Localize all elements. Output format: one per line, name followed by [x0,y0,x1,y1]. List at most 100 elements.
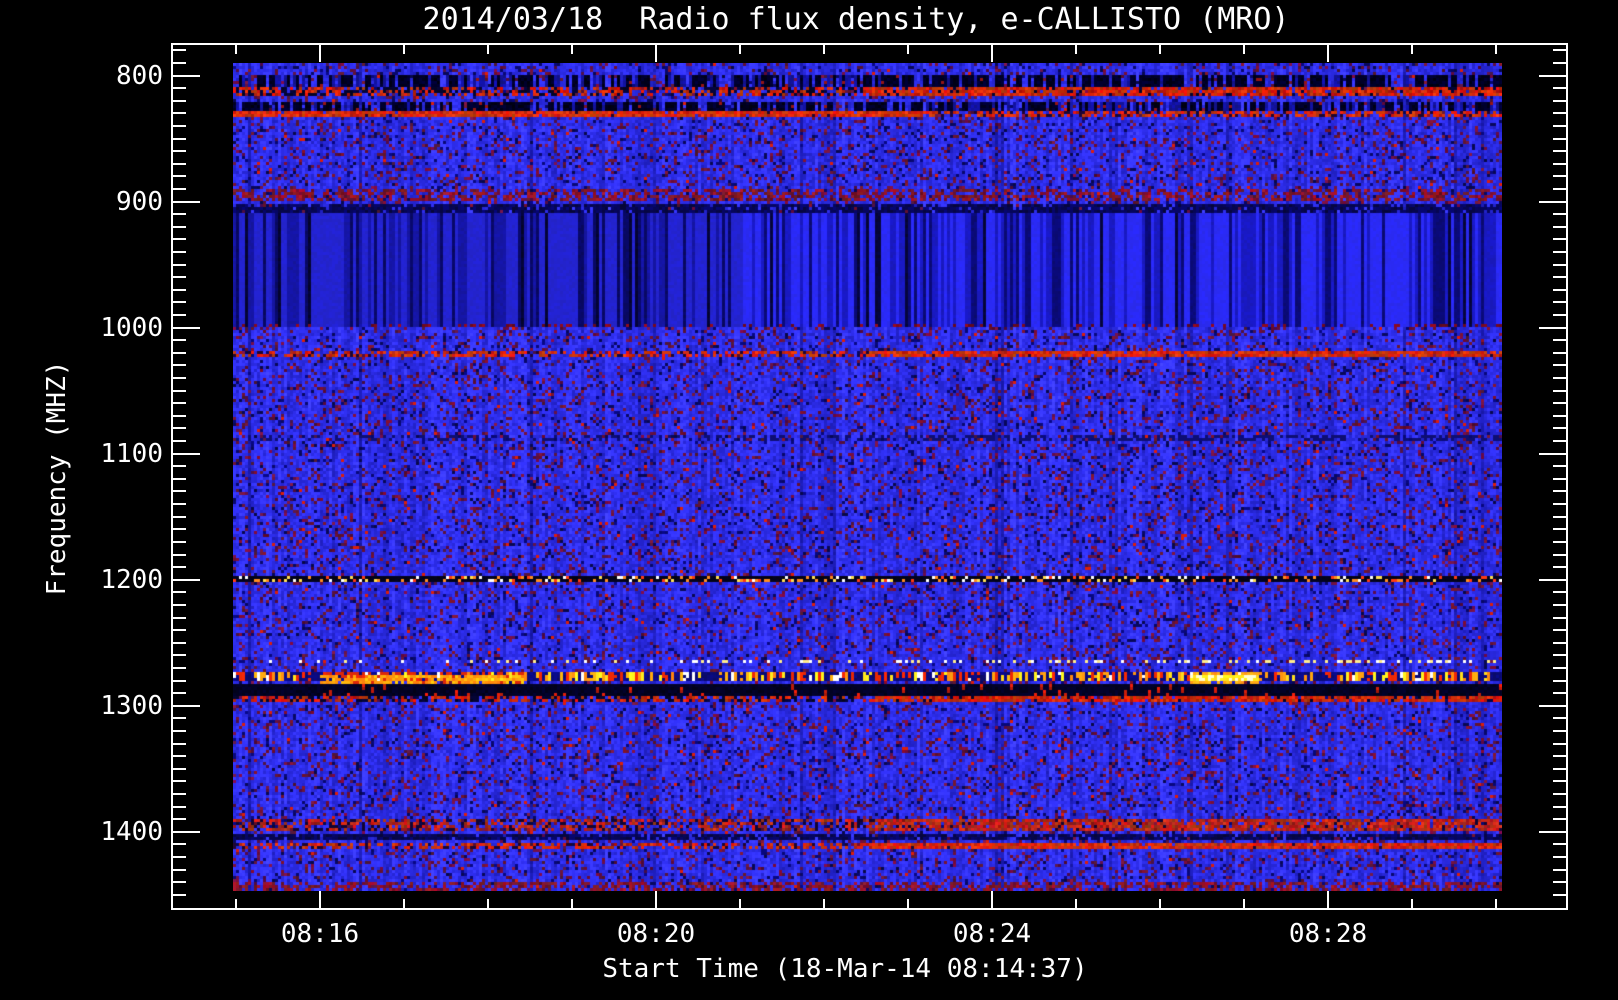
axis-tick [1327,45,1329,62]
axis-tick [1553,843,1566,846]
axis-tick [1553,301,1566,304]
axis-tick [173,477,186,480]
axis-tick [173,402,186,405]
axis-tick [173,213,186,216]
axis-tick [1553,591,1566,594]
axis-tick [571,899,573,908]
axis-tick [173,175,186,178]
axis-tick [487,899,489,908]
axis-tick [1553,818,1566,821]
axis-tick [173,679,186,682]
axis-tick [1553,666,1566,669]
axis-tick [1553,49,1566,52]
axis-tick [173,868,186,871]
axis-tick [173,818,186,821]
axis-tick [173,603,186,606]
axis-tick [1075,899,1077,908]
x-axis-title: Start Time (18-Mar-14 08:14:37) [602,954,1088,984]
axis-tick [1553,503,1566,506]
axis-tick [173,704,200,707]
axis-tick [1553,175,1566,178]
axis-tick [173,301,186,304]
axis-tick [1553,477,1566,480]
axis-tick [1553,855,1566,858]
axis-tick [173,742,186,745]
axis-tick [571,45,573,54]
axis-tick [1553,137,1566,140]
axis-tick [1553,276,1566,279]
axis-tick [1495,45,1497,54]
axis-tick [173,515,186,518]
axis-tick [173,641,186,644]
axis-tick [173,780,186,783]
axis-tick [1553,414,1566,417]
x-tick-label: 08:28 [1288,919,1368,949]
axis-tick [319,891,321,908]
axis-tick [1553,225,1566,228]
axis-tick [1553,805,1566,808]
axis-tick [655,45,657,62]
axis-tick [823,899,825,908]
axis-tick [173,717,186,720]
axis-tick [173,830,200,833]
axis-tick [173,465,186,468]
axis-tick [1553,339,1566,342]
axis-tick [1553,692,1566,695]
axis-tick [1539,452,1566,455]
axis-tick [173,540,186,543]
axis-tick [1553,868,1566,871]
y-tick-label: 900 [116,186,163,217]
axis-tick [1553,238,1566,241]
axis-tick [823,45,825,54]
axis-tick [1553,440,1566,443]
axis-tick [235,899,237,908]
axis-tick [173,843,186,846]
axis-tick [173,62,186,64]
axis-tick [1539,704,1566,707]
axis-tick [1553,263,1566,266]
axis-tick [1553,125,1566,127]
axis-tick [173,881,186,884]
axis-tick [1553,150,1566,153]
axis-tick [991,891,993,908]
y-tick-label: 800 [116,60,163,91]
axis-tick [173,87,186,90]
axis-tick [173,503,186,506]
axis-tick [173,276,186,279]
axis-tick [173,591,186,594]
axis-tick [173,767,186,770]
axis-tick [1553,87,1566,90]
axis-tick [1495,899,1497,908]
axis-tick [173,251,186,254]
axis-tick [1553,729,1566,732]
axis-tick [1553,99,1566,102]
axis-tick [173,74,200,77]
axis-tick [1553,767,1566,770]
spectrogram-canvas [233,63,1502,891]
axis-tick [173,427,186,430]
axis-tick [1553,112,1566,115]
y-tick-label: 1300 [100,690,163,721]
axis-tick [1553,288,1566,291]
axis-tick [1553,465,1566,468]
axis-tick [173,326,200,329]
axis-tick [1075,45,1077,54]
axis-tick [173,288,186,291]
axis-tick [1553,515,1566,518]
axis-tick [173,729,186,732]
axis-tick [173,389,186,392]
axis-tick [235,45,237,54]
axis-tick [173,225,186,228]
axis-tick [487,45,489,54]
axis-tick [1553,629,1566,632]
axis-tick [173,893,186,896]
y-tick-label: 1000 [100,312,163,343]
axis-tick [173,490,186,493]
axis-tick [1553,654,1566,657]
axis-tick [991,45,993,62]
axis-tick [173,629,186,632]
axis-tick [173,263,186,266]
axis-tick [1553,314,1566,317]
axis-tick [1539,200,1566,203]
axis-tick [1553,188,1566,191]
